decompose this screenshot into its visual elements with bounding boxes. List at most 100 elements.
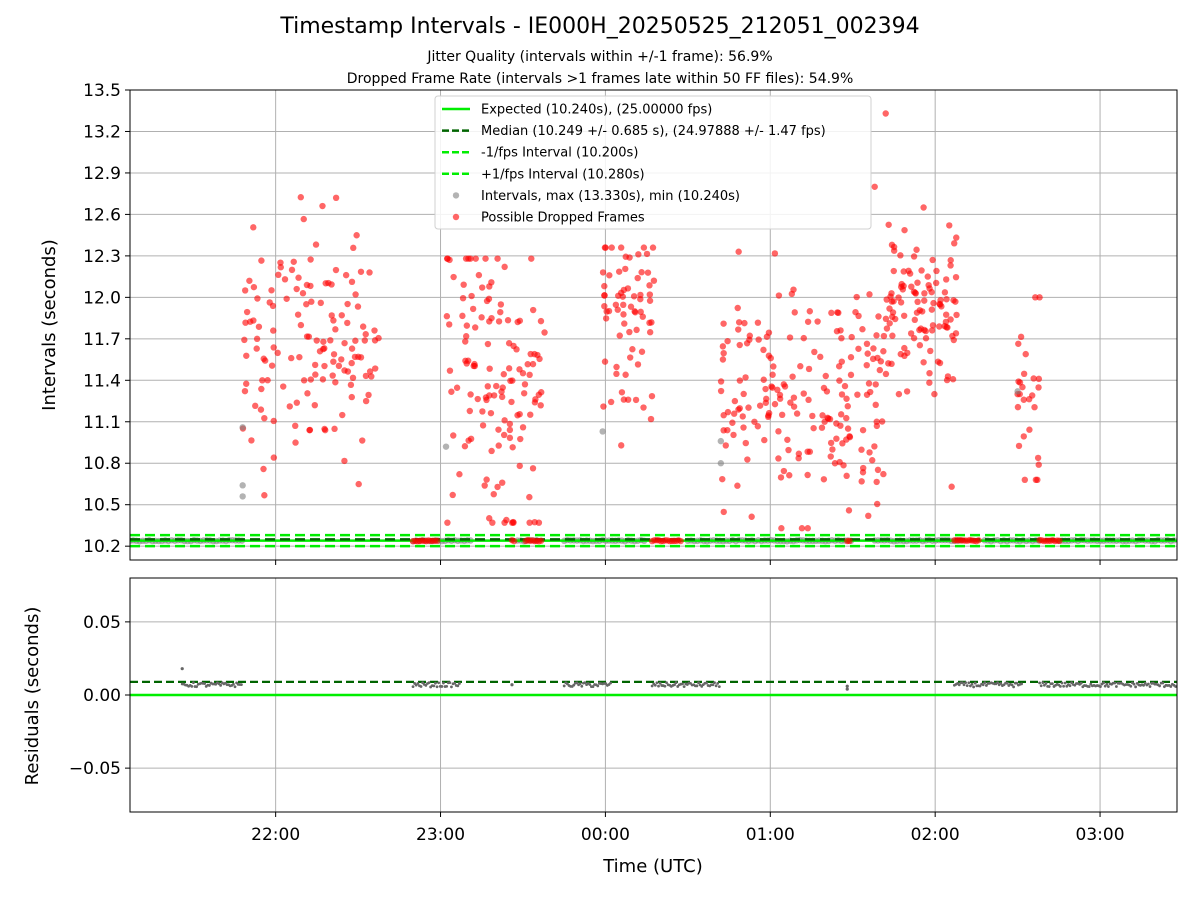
dropped-frame-point [855, 345, 862, 352]
dropped-frame-point [450, 432, 457, 439]
dropped-frame-point [724, 426, 731, 434]
dropped-frame-point [320, 338, 327, 345]
dropped-frame-point [889, 332, 896, 339]
dropped-frame-point [829, 446, 836, 453]
dropped-frame-point [932, 279, 940, 287]
dropped-frame-point [258, 385, 265, 393]
dropped-frame-point [482, 255, 489, 262]
residual-point [957, 683, 961, 687]
residual-point [1010, 683, 1014, 687]
dropped-frame-point [618, 442, 625, 449]
dropped-frame-point [866, 291, 873, 298]
dropped-frame-point [467, 255, 474, 262]
dropped-frame-point [787, 399, 794, 406]
residual-point [591, 685, 595, 688]
dropped-frame-point [461, 443, 469, 450]
dropped-frame-point [505, 365, 513, 372]
dropped-frame-point [519, 424, 527, 431]
dropped-frame-point [296, 353, 303, 361]
dropped-frame-point [313, 337, 320, 344]
dropped-frame-point [250, 317, 257, 324]
dropped-frame-point [507, 377, 514, 385]
residual-point [609, 681, 612, 685]
dropped-frame-point [375, 334, 382, 342]
dropped-frame-point [650, 277, 658, 284]
dropped-frame-point [845, 507, 853, 514]
dropped-frame-point [883, 325, 891, 332]
dropped-frame-point [880, 348, 887, 355]
dropped-frame-point [775, 455, 782, 462]
dropped-frame-point [494, 483, 501, 491]
dropped-frame-point [448, 388, 455, 395]
residual-point [442, 681, 445, 685]
dropped-frame-point [767, 354, 774, 362]
dropped-frame-point [905, 267, 912, 275]
dropped-frame-point [822, 372, 829, 380]
dropped-frame-point [907, 330, 915, 337]
x-tick-label: 23:00 [416, 825, 465, 845]
dropped-frame-point [646, 329, 654, 336]
dropped-frame-point [292, 422, 299, 430]
dropped-frame-point [731, 397, 739, 405]
dropped-frame-point [719, 343, 727, 350]
dropped-frame-point [922, 335, 930, 342]
dropped-frame-point [471, 360, 478, 368]
dropped-frame-point [253, 345, 260, 352]
dropped-frame-point [241, 287, 249, 294]
dropped-frame-point [506, 434, 514, 442]
dropped-frame-point [322, 280, 329, 287]
top-y-tick-label: 10.8 [83, 454, 121, 474]
dropped-frame-point [516, 366, 523, 373]
dropped-frame-point [626, 254, 633, 261]
residual-point [1012, 685, 1016, 689]
dropped-frame-point [1021, 476, 1029, 484]
dropped-frame-point [846, 537, 853, 545]
dropped-frame-point [770, 363, 777, 370]
dropped-frame-point [869, 457, 876, 464]
dropped-frame-point [876, 366, 884, 374]
dropped-frame-point [859, 426, 867, 434]
dropped-frame-point [299, 290, 307, 297]
residual-point [1148, 685, 1152, 688]
top-y-tick-label: 13.2 [83, 122, 121, 142]
dropped-frame-point [344, 300, 351, 308]
dropped-frame-point [501, 263, 508, 271]
dropped-frame-point [352, 337, 359, 344]
dropped-frame-point [355, 353, 362, 361]
dropped-frame-point [928, 288, 935, 296]
dropped-frame-point [941, 289, 949, 296]
dropped-frame-point [449, 491, 456, 499]
interval-point [239, 482, 246, 489]
dropped-frame-point [843, 395, 850, 402]
dropped-frame-point [493, 382, 500, 390]
dropped-frame-point [875, 313, 882, 320]
dropped-frame-point [789, 373, 796, 380]
residual-point [711, 683, 715, 687]
dropped-frame-point [330, 351, 338, 358]
dropped-frame-point [510, 519, 517, 526]
dropped-frame-point [942, 311, 950, 318]
dropped-frame-point [649, 244, 657, 251]
interval-point [239, 424, 246, 431]
dropped-frame-point [926, 379, 933, 386]
dropped-frame-point [1026, 426, 1033, 433]
dropped-frame-point [1015, 378, 1022, 385]
dropped-frame-point [599, 269, 607, 276]
dropped-frame-point [269, 302, 277, 310]
dropped-frame-point [465, 437, 472, 444]
dropped-frame-point [510, 537, 518, 545]
dropped-frame-point [626, 354, 634, 361]
dropped-frame-point [1015, 442, 1023, 450]
dropped-frame-point [852, 308, 859, 316]
dropped-frame-point [798, 525, 806, 532]
dropped-frame-point [755, 336, 762, 343]
dropped-frame-point [339, 411, 346, 419]
dropped-frame-point [809, 412, 816, 420]
residual-point [453, 681, 457, 685]
dropped-frame-point [975, 537, 982, 544]
dropped-frame-point [348, 359, 355, 367]
dropped-frame-point [634, 274, 641, 282]
residual-point [1063, 681, 1067, 685]
residual-point [232, 682, 235, 686]
